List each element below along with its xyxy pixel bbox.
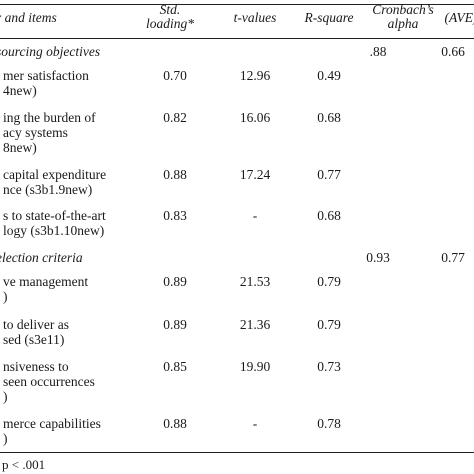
item-label: s to state-of-the-art logy (s3b1.10new) [3,208,106,238]
section-ave: 0.66 [441,44,465,59]
item-rsquare: 0.79 [317,274,341,289]
item-label-line: ing the burden of [3,110,96,125]
item-label-line: ) [3,289,8,304]
item-loading: 0.88 [163,167,187,182]
item-tvalue: 21.53 [239,274,271,289]
header-alpha: Cronbach’s alpha [363,3,443,31]
table-top-rule [0,4,474,5]
item-tvalue: - [252,416,258,431]
item-label-line: sed (s3e11) [3,332,65,347]
item-label: mer satisfaction 4new) [3,68,89,98]
item-rsquare: 0.73 [317,359,341,374]
section-alpha: 0.93 [366,250,390,265]
item-label-line: seen occurrences [3,374,95,389]
item-label-line: 8new) [3,140,37,155]
footnote: p < .001 [2,457,46,472]
item-label-line: ) [3,389,8,404]
section-ave: 0.77 [441,250,465,265]
item-loading: 0.70 [163,68,187,83]
section-title: sourcing objectives [0,44,101,59]
item-label-line: to deliver as [3,317,69,332]
item-tvalue: 19.90 [239,359,271,374]
item-label: to deliver as sed (s3e11) [3,317,69,347]
item-rsquare: 0.78 [317,416,341,431]
item-tvalue: 17.24 [239,167,271,182]
item-loading: 0.85 [163,359,187,374]
section-alpha: .88 [369,44,387,59]
item-loading: 0.89 [163,274,187,289]
header-factor: r and items [0,10,57,25]
item-loading: 0.82 [163,110,187,125]
item-label: merce capabilities ) [3,416,101,446]
item-loading: 0.83 [163,208,187,223]
item-label-line: s to state-of-the-art [3,208,106,223]
header-ave: (AVE) [444,10,474,25]
item-tvalue: 21.36 [239,317,271,332]
header-tvalues: t-values [233,10,277,25]
item-label-line: 4new) [3,83,37,98]
item-rsquare: 0.49 [317,68,341,83]
item-label-line: ) [3,431,8,446]
section-title: election criteria [0,250,83,265]
item-label: ve management ) [3,274,88,304]
item-rsquare: 0.79 [317,317,341,332]
header-rsquare: R-square [304,10,354,25]
item-rsquare: 0.68 [317,110,341,125]
item-label-line: acy systems [3,125,68,140]
item-label-line: merce capabilities [3,416,101,431]
item-tvalue: - [252,208,258,223]
item-label-line: nce (s3b1.9new) [3,182,93,197]
header-alpha-line-1: Cronbach’s [372,2,434,17]
item-label: ing the burden of acy systems 8new) [3,110,96,155]
item-label-line: mer satisfaction [3,68,89,83]
item-rsquare: 0.77 [317,167,341,182]
item-label: nsiveness to seen occurrences ) [3,359,95,404]
header-loading-line-1: Std. [159,2,181,17]
header-loading: Std. loading* [135,3,205,31]
item-label-line: ve management [3,274,89,289]
item-loading: 0.89 [163,317,187,332]
item-tvalue: 12.96 [239,68,271,83]
table-bottom-rule [0,452,474,453]
item-label-line: logy (s3b1.10new) [3,223,105,238]
header-alpha-line-2: alpha [387,16,419,31]
item-label-line: nsiveness to [3,359,69,374]
item-label-line: capital expenditure [3,167,107,182]
item-rsquare: 0.68 [317,208,341,223]
header-loading-line-2: loading* [145,16,194,31]
item-tvalue: 16.06 [239,110,271,125]
item-loading: 0.88 [163,416,187,431]
item-label: capital expenditure nce (s3b1.9new) [3,167,106,197]
header-bottom-rule [0,38,474,39]
